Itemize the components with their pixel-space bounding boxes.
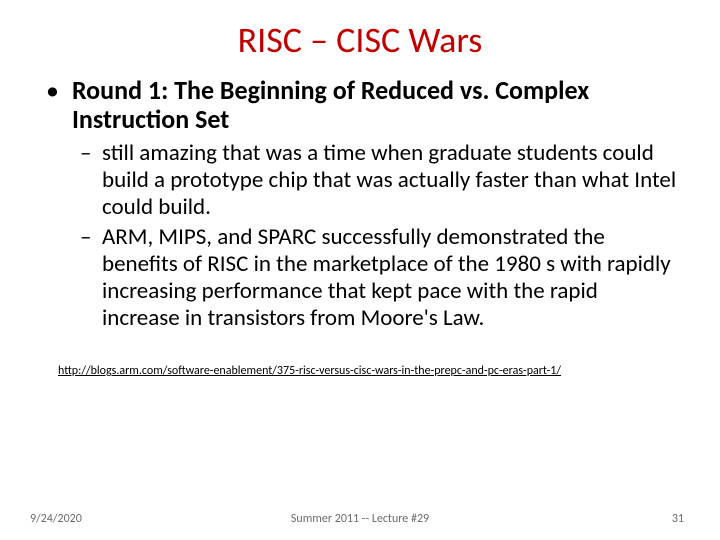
dash-marker: – xyxy=(80,224,102,333)
bullet-level1: • Round 1: The Beginning of Reduced vs. … xyxy=(46,76,680,134)
bullet-text: still amazing that was a time when gradu… xyxy=(102,140,680,221)
bullet-level2: – still amazing that was a time when gra… xyxy=(80,140,680,221)
footer-date: 9/24/2020 xyxy=(30,512,82,526)
reference-link[interactable]: http://blogs.arm.com/software-enablement… xyxy=(58,364,561,378)
footer-page-number: 31 xyxy=(672,512,684,526)
slide: RISC – CISC Wars • Round 1: The Beginnin… xyxy=(0,0,720,540)
slide-title: RISC – CISC Wars xyxy=(40,18,680,62)
reference-link-block: http://blogs.arm.com/software-enablement… xyxy=(58,360,680,379)
bullet-text: ARM, MIPS, and SPARC successfully demons… xyxy=(102,224,680,333)
footer-lecture: Summer 2011 -- Lecture #29 xyxy=(291,512,429,526)
bullet-level2: – ARM, MIPS, and SPARC successfully demo… xyxy=(80,224,680,333)
slide-footer: 9/24/2020 Summer 2011 -- Lecture #29 31 xyxy=(0,512,720,526)
dash-marker: – xyxy=(80,140,102,221)
bullet-marker: • xyxy=(46,76,72,134)
bullet-text: Round 1: The Beginning of Reduced vs. Co… xyxy=(72,76,680,134)
slide-body: • Round 1: The Beginning of Reduced vs. … xyxy=(40,76,680,332)
